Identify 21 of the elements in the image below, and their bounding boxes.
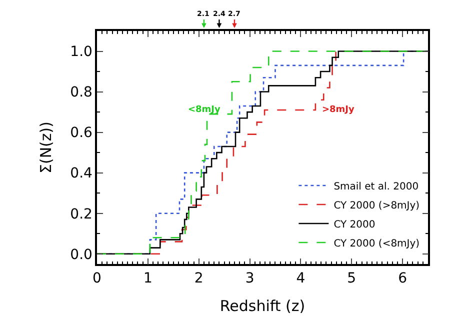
y-tick-label: 0.4 (70, 166, 93, 182)
x-tick-label: 2 (194, 270, 204, 287)
x-tick-label: 3 (245, 270, 254, 287)
y-tick-label: 1.0 (70, 44, 92, 60)
y-tick-label: 0.0 (70, 246, 92, 263)
y-tick-label: 0.6 (70, 125, 93, 142)
y-axis-title: Σ(N(z)) (36, 122, 55, 174)
legend-label: CY 2000 (>8mJy) (334, 200, 420, 212)
legend-label: CY 2000 (<8mJy) (334, 238, 420, 250)
y-tick-label: 0.8 (70, 84, 92, 101)
x-tick-label: 6 (398, 270, 408, 287)
legend-label: Smail et al. 2000 (334, 181, 419, 192)
y-tick-label: 0.2 (70, 206, 92, 222)
x-axis-title: Redshift (z) (220, 297, 306, 316)
legend-label: CY 2000 (334, 219, 376, 230)
x-tick-label: 4 (296, 270, 306, 287)
annotation: <8mJy (188, 105, 221, 115)
x-tick-label: 5 (347, 270, 356, 287)
x-tick-label: 1 (143, 270, 152, 287)
annotation: >8mJy (322, 105, 355, 115)
x-tick-label: 0 (92, 270, 102, 287)
